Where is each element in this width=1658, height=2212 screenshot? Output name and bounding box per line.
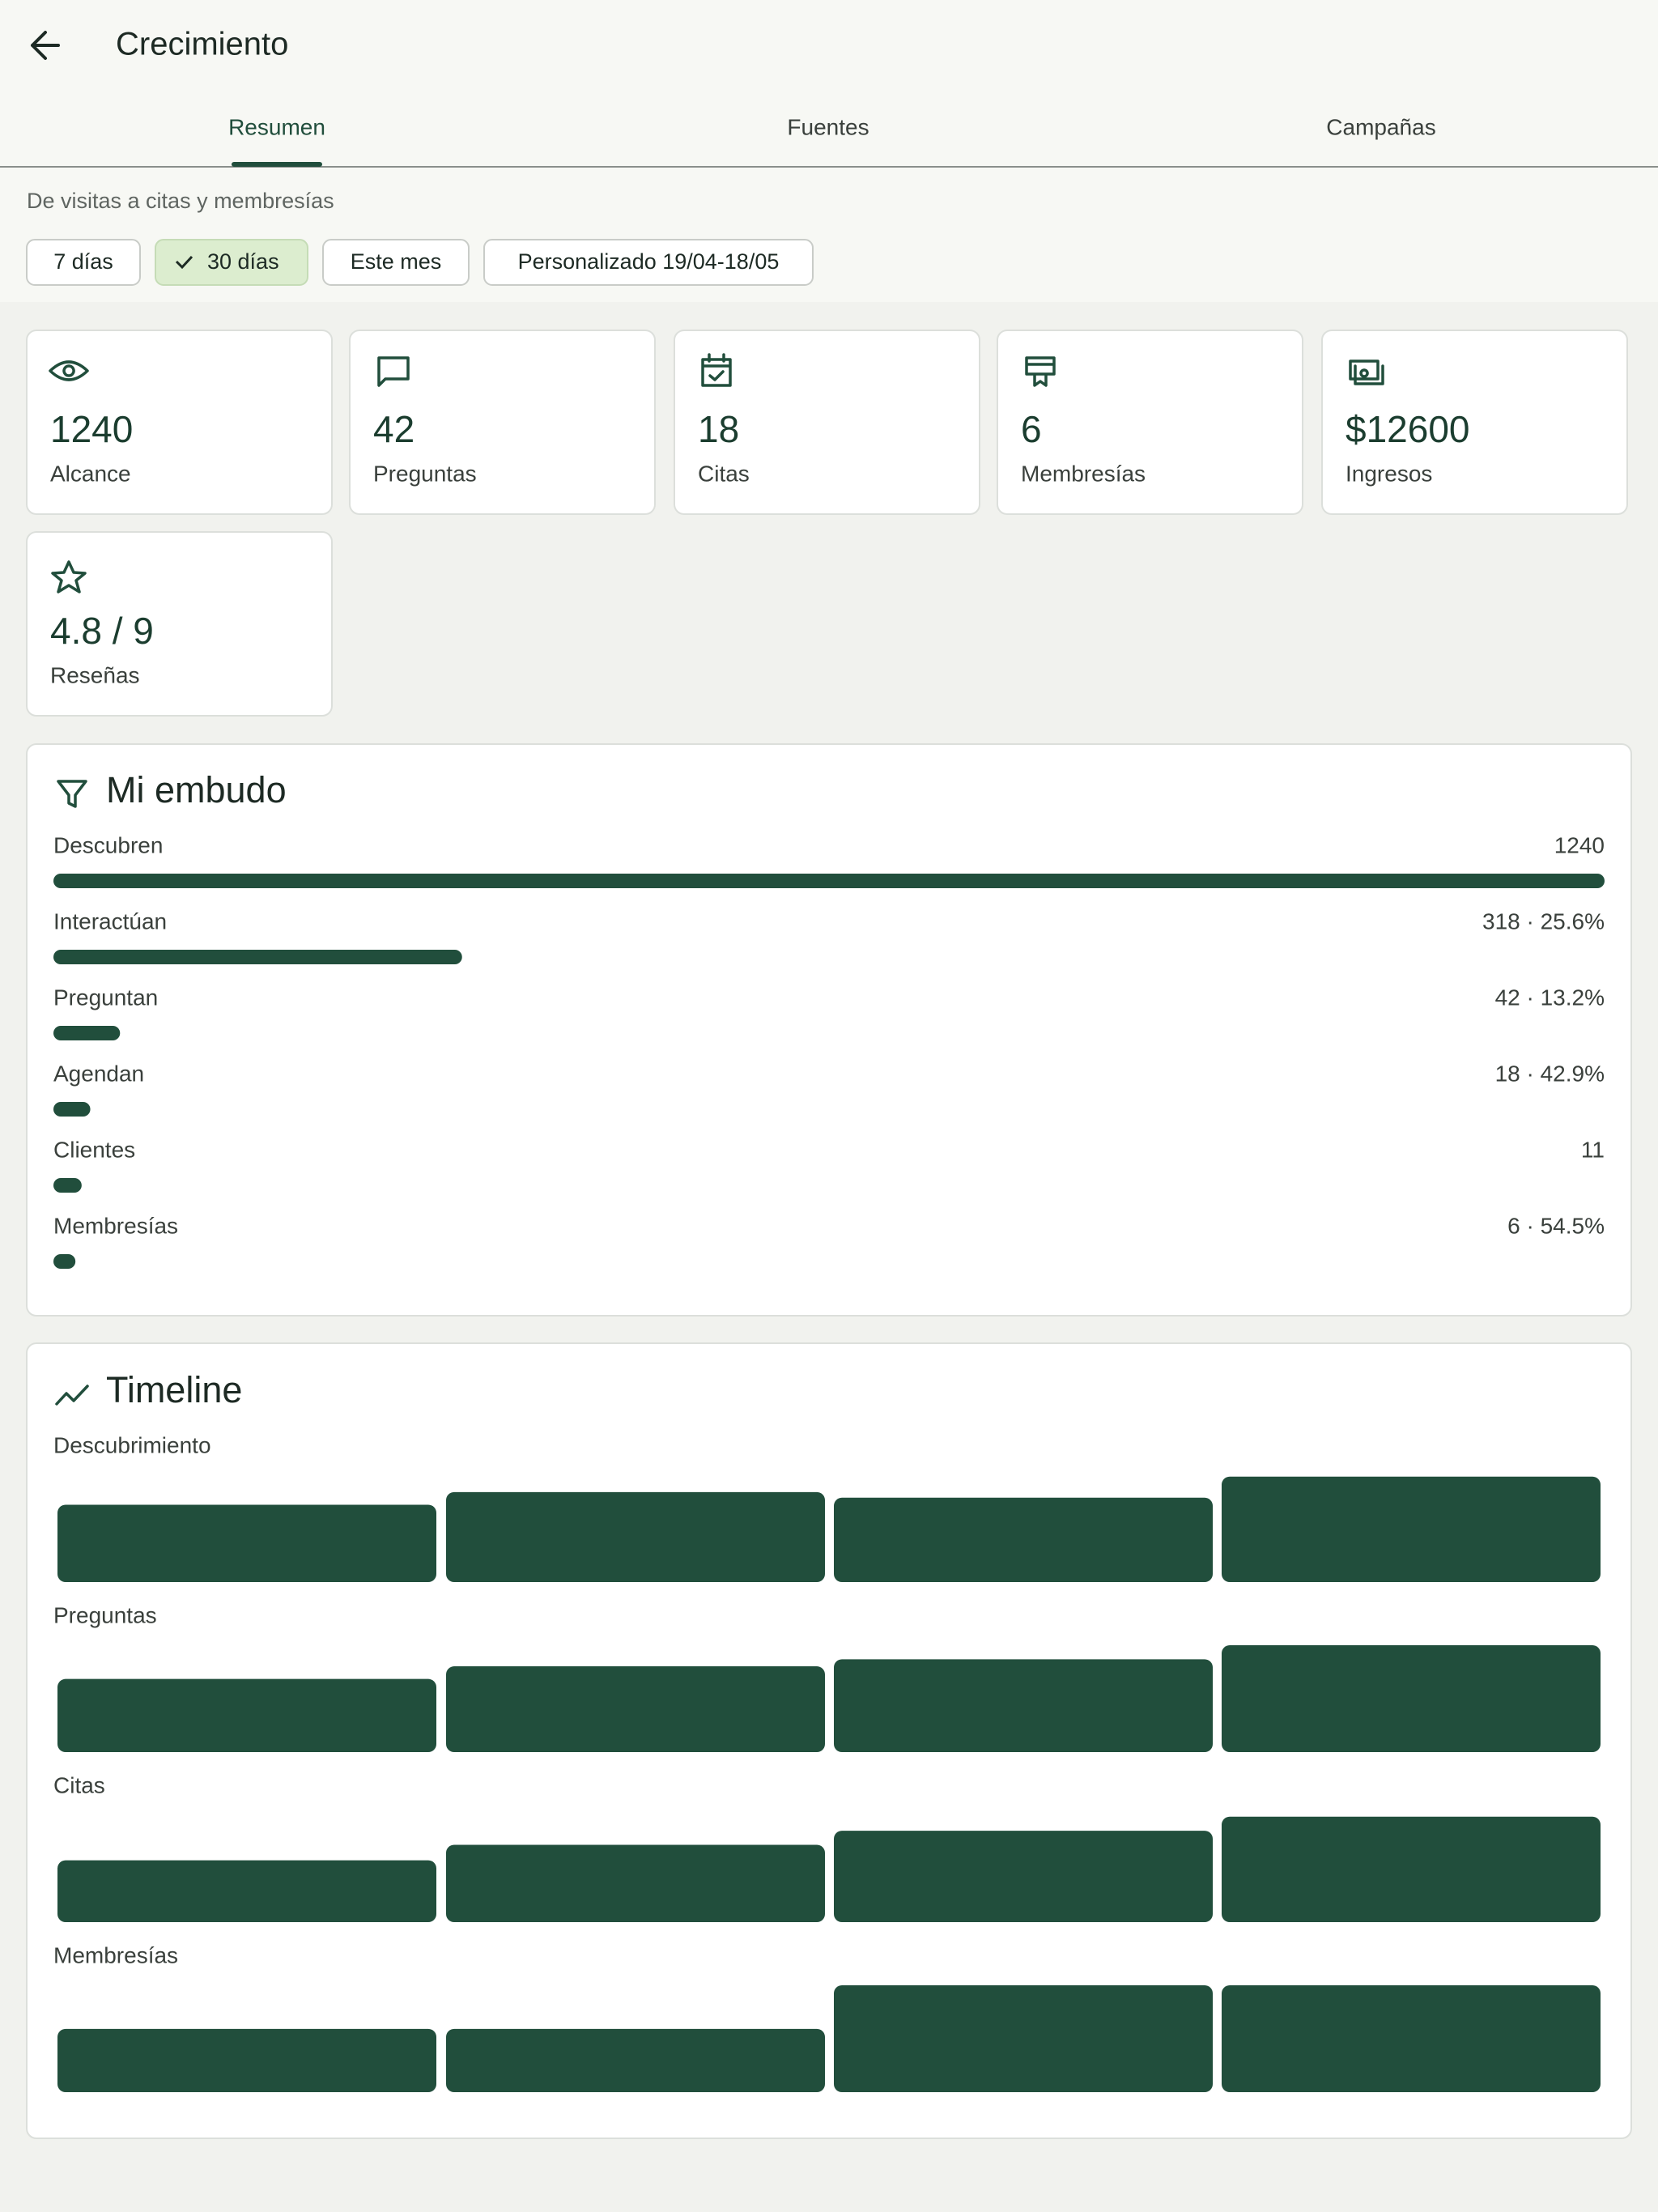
eye-icon: [49, 360, 89, 381]
kpi-label: Citas: [698, 461, 750, 486]
timeline-bar: [1222, 1816, 1601, 1922]
timeline-title: Timeline: [106, 1369, 242, 1410]
kpi-value: 6: [1021, 408, 1042, 450]
funnel-label: Interactúan: [53, 908, 167, 934]
funnel-label: Descubren: [53, 832, 163, 857]
filter-label[interactable]: 7 días: [53, 249, 113, 274]
timeline-bar: [446, 1491, 825, 1582]
tab[interactable]: Campañas: [1326, 114, 1435, 139]
filter-chip[interactable]: [26, 239, 141, 286]
kpi-value: 4.8 / 9: [50, 610, 154, 652]
filter-label[interactable]: Personalizado 19/04-18/05: [518, 249, 780, 274]
membership-icon: [1025, 356, 1056, 387]
funnel-label: Preguntan: [53, 985, 158, 1010]
series-label: Preguntas: [53, 1602, 157, 1627]
kpi-label: Alcance: [50, 461, 131, 486]
calendar-icon: [701, 353, 732, 387]
funnel-value: 42 · 13.2%: [1495, 985, 1605, 1010]
series-label: Citas: [53, 1772, 105, 1797]
timeline-bar: [57, 1678, 436, 1752]
timeline-bar: [446, 1666, 825, 1752]
tab-indicator: [232, 162, 322, 167]
kpi-label: Membresías: [1021, 461, 1146, 486]
timeline-bar: [834, 1831, 1213, 1922]
kpi-card: [674, 330, 980, 515]
star-icon: [51, 560, 87, 593]
kpi-card: [26, 330, 333, 515]
back-button[interactable]: [31, 31, 60, 60]
funnel-bar: [53, 1178, 82, 1193]
subtitle: De visitas a citas y membresías: [27, 189, 334, 213]
kpi-card: [26, 531, 333, 717]
filter-label[interactable]: 30 días: [207, 249, 279, 274]
kpi-label: Preguntas: [373, 461, 477, 486]
kpi-value: 1240: [50, 408, 133, 450]
trend-icon: [55, 1385, 89, 1406]
funnel-label: Agendan: [53, 1061, 144, 1086]
funnel-bar: [53, 1254, 76, 1269]
timeline-bar: [834, 1497, 1213, 1582]
filter-chip[interactable]: [322, 239, 470, 286]
kpi-value: 18: [698, 408, 739, 450]
filter-chip[interactable]: [155, 239, 308, 286]
tab[interactable]: Fuentes: [787, 114, 869, 139]
funnel-value: 11: [1581, 1137, 1605, 1162]
timeline-bar: [446, 2028, 825, 2092]
check-icon: [175, 255, 193, 270]
timeline-bar: [57, 1860, 436, 1922]
kpi-card: [1321, 330, 1628, 515]
series-label: Membresías: [53, 1942, 178, 1967]
funnel-label: Membresías: [53, 1213, 178, 1238]
money-icon: [1349, 359, 1384, 385]
funnel-label: Clientes: [53, 1137, 135, 1162]
timeline-bar: [834, 1985, 1213, 2092]
kpi-card: [349, 330, 656, 515]
funnel-value: 18 · 42.9%: [1495, 1061, 1605, 1086]
funnel-card: [26, 743, 1632, 1317]
funnel-title: Mi embudo: [106, 769, 287, 810]
filter-label[interactable]: Este mes: [351, 249, 442, 274]
series-label: Descubrimiento: [53, 1432, 211, 1457]
funnel-icon: [57, 780, 87, 808]
timeline-bar: [446, 1844, 825, 1922]
timeline-bar: [57, 1504, 436, 1582]
chat-icon: [377, 356, 410, 387]
kpi-value: $12600: [1346, 408, 1470, 450]
funnel-bar: [53, 1026, 121, 1040]
kpi-card: [997, 330, 1303, 515]
timeline-bar: [1222, 1985, 1601, 2092]
timeline-bar: [1222, 1645, 1601, 1752]
timeline-bar: [57, 2028, 436, 2092]
icons: [49, 353, 1384, 1406]
filter-chip[interactable]: [483, 239, 814, 286]
kpi-label: Reseñas: [50, 662, 140, 687]
funnel-value: 318 · 25.6%: [1482, 908, 1605, 934]
tab[interactable]: Resumen: [228, 114, 325, 139]
kpi-value: 42: [373, 408, 414, 450]
funnel-value: 1240: [1554, 832, 1605, 857]
funnel-value: 6 · 54.5%: [1507, 1213, 1605, 1238]
timeline-bar: [834, 1659, 1213, 1752]
funnel-bar: [53, 874, 1605, 888]
funnel-bar: [53, 950, 462, 964]
kpi-label: Ingresos: [1346, 461, 1432, 486]
page-title: Crecimiento: [116, 27, 288, 62]
timeline-bar: [1222, 1476, 1601, 1582]
funnel-bar: [53, 1102, 91, 1117]
